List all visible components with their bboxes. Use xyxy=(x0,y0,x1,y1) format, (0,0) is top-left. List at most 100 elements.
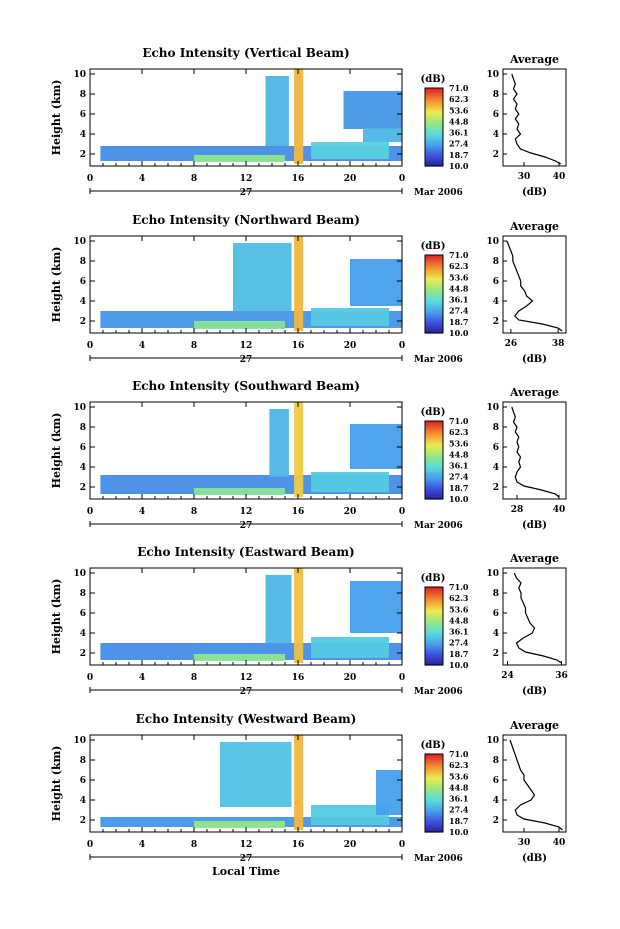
colorbar-step xyxy=(425,452,443,455)
average-x-tick-label: 40 xyxy=(553,172,566,182)
colorbar-step xyxy=(425,631,443,635)
colorbar-step xyxy=(425,789,443,792)
colorbar-step xyxy=(425,424,443,428)
average-profile-line xyxy=(513,572,562,664)
panel-2: Echo Intensity (Southward Beam) 2 4 6 8 10 Hei… xyxy=(50,379,567,531)
colorbar-step xyxy=(425,816,443,819)
colorbar-step xyxy=(425,272,443,276)
colorbar-step xyxy=(425,596,443,600)
echo-region xyxy=(194,654,285,661)
colorbar-step xyxy=(425,294,443,297)
colorbar-step xyxy=(425,444,443,447)
colorbar-step xyxy=(425,434,443,438)
echo-region xyxy=(294,236,304,331)
colorbar-step xyxy=(425,651,443,654)
colorbar-step xyxy=(425,93,443,97)
colorbar-step xyxy=(425,655,443,658)
colorbar-step xyxy=(425,432,443,436)
average-y-tick-label: 2 xyxy=(493,816,499,826)
y-tick-label: 6 xyxy=(80,443,86,453)
colorbar-step xyxy=(425,426,443,430)
colorbar-step xyxy=(425,138,443,142)
colorbar-step xyxy=(425,633,443,637)
echo-region xyxy=(294,402,304,497)
colorbar-step xyxy=(425,313,443,317)
average-x-label: (dB) xyxy=(522,187,547,198)
average-y-tick-label: 2 xyxy=(493,317,499,327)
average-frame xyxy=(502,567,567,666)
colorbar-step xyxy=(425,150,443,153)
colorbar-step xyxy=(425,794,443,798)
colorbar-step xyxy=(425,793,443,796)
colorbar-step xyxy=(425,156,443,159)
average-y-tick-label: 4 xyxy=(493,463,499,473)
x-tick-label: 0 xyxy=(87,673,93,683)
colorbar-step xyxy=(425,620,443,623)
colorbar-step xyxy=(425,146,443,150)
average-y-tick-label: 4 xyxy=(493,796,499,806)
colorbar-step xyxy=(425,767,443,771)
colorbar-step xyxy=(425,828,443,831)
colorbar-tick-label: 18.7 xyxy=(449,816,468,826)
x-tick-label: 16 xyxy=(292,673,305,683)
average-title: Average xyxy=(509,386,559,399)
colorbar-step xyxy=(425,422,443,426)
average-y-tick-label: 10 xyxy=(486,736,499,746)
panel-3: Echo Intensity (Eastward Beam)246810Heig… xyxy=(50,545,568,697)
colorbar-tick-label: 18.7 xyxy=(449,649,468,659)
colorbar-label: (dB) xyxy=(421,241,446,252)
colorbar-step xyxy=(425,785,443,788)
panel-title: Echo Intensity (Southward Beam) xyxy=(132,379,360,393)
colorbar-step xyxy=(425,160,443,163)
colorbar-step xyxy=(425,473,443,477)
colorbar-step xyxy=(425,158,443,161)
colorbar-step xyxy=(425,258,443,262)
colorbar-step xyxy=(425,262,443,266)
y-tick-label: 2 xyxy=(80,317,86,327)
colorbar-tick-label: 44.8 xyxy=(449,283,469,293)
average-title: Average xyxy=(509,220,559,233)
x-tick-label: 16 xyxy=(292,507,305,517)
colorbar-step xyxy=(425,645,443,649)
colorbar-tick-label: 71.0 xyxy=(449,83,469,93)
colorbar-step xyxy=(425,440,443,444)
y-tick-label: 4 xyxy=(80,463,86,473)
colorbar-label: (dB) xyxy=(421,74,446,85)
colorbar-step xyxy=(425,264,443,268)
x-tick-label: 0 xyxy=(87,174,93,184)
colorbar-step xyxy=(425,286,443,289)
average-title: Average xyxy=(509,719,559,732)
colorbar-tick-label: 71.0 xyxy=(449,250,469,260)
colorbar-step xyxy=(425,618,443,621)
colorbar-step xyxy=(425,622,443,625)
echo-region xyxy=(343,91,402,129)
colorbar-step xyxy=(425,800,443,804)
colorbar-step xyxy=(425,487,443,490)
colorbar-step xyxy=(425,594,443,598)
y-axis-label: Height (km) xyxy=(50,579,63,655)
average-profile-line xyxy=(509,739,563,831)
y-tick-label: 8 xyxy=(80,90,86,100)
y-tick-label: 4 xyxy=(80,796,86,806)
average-y-tick-label: 8 xyxy=(493,589,499,599)
average-x-tick-label: 40 xyxy=(553,505,566,515)
average-y-tick-label: 6 xyxy=(493,110,499,120)
colorbar-step xyxy=(425,288,443,291)
average-y-tick-label: 2 xyxy=(493,150,499,160)
y-tick-label: 2 xyxy=(80,150,86,160)
average-y-tick-label: 4 xyxy=(493,130,499,140)
colorbar-step xyxy=(425,755,443,759)
colorbar-step xyxy=(425,442,443,445)
colorbar-step xyxy=(425,802,443,806)
x-tick-label: 0 xyxy=(399,840,405,850)
average-y-tick-label: 10 xyxy=(486,569,499,579)
colorbar-step xyxy=(425,321,443,324)
colorbar-step xyxy=(425,629,443,633)
date-day: 27 xyxy=(240,355,253,365)
average-y-tick-label: 4 xyxy=(493,297,499,307)
colorbar-tick-label: 62.3 xyxy=(449,760,469,770)
colorbar-step xyxy=(425,791,443,794)
average-x-label: (dB) xyxy=(522,354,547,365)
echo-region xyxy=(220,742,292,807)
colorbar-step xyxy=(425,266,443,270)
